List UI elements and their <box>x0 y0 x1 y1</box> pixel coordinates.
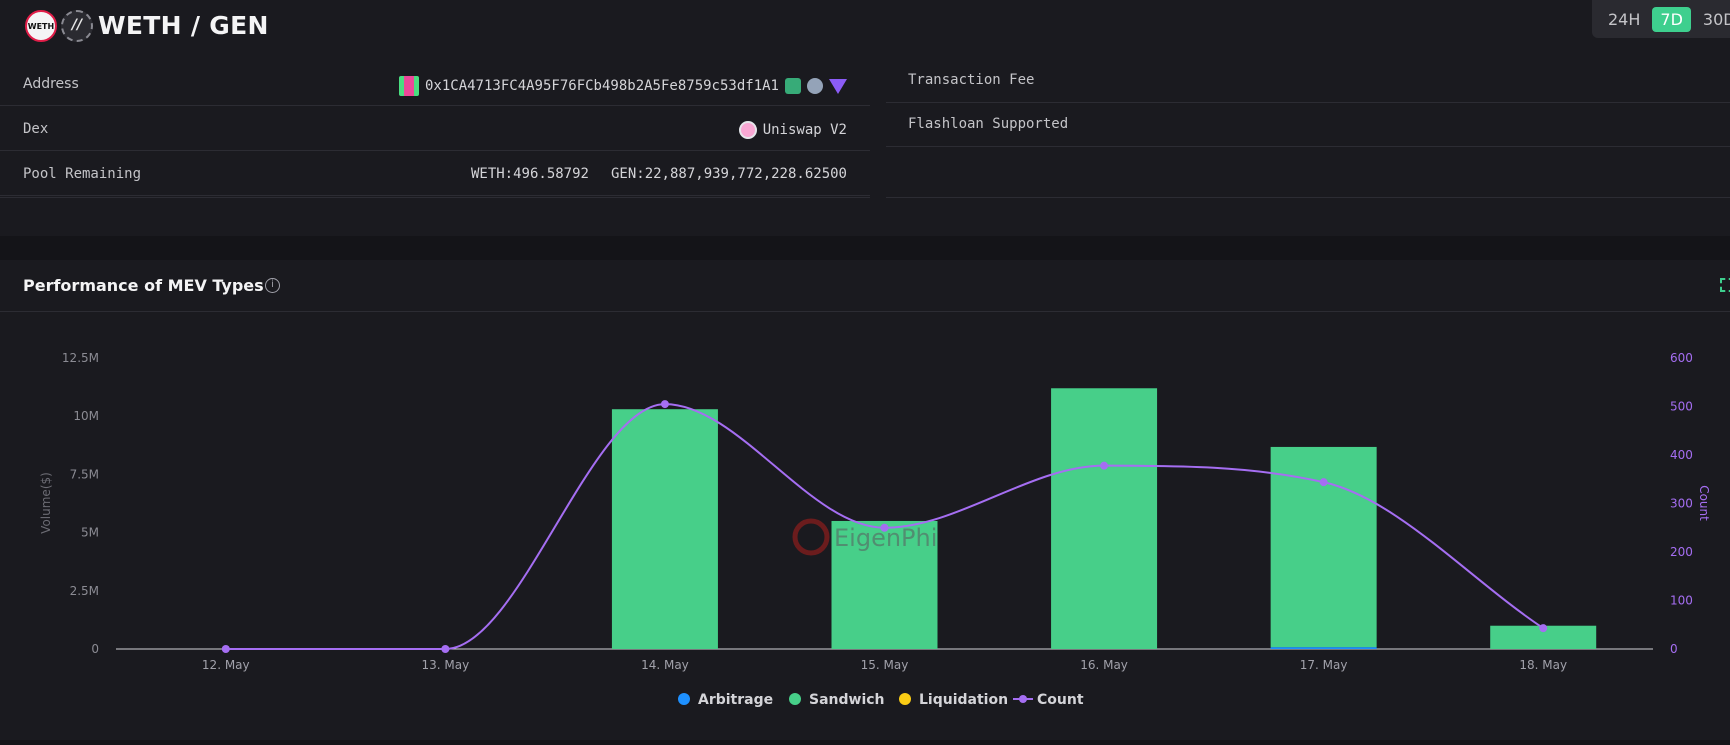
arbitrage-bar[interactable] <box>1270 647 1377 649</box>
info-icon[interactable]: i <box>265 278 280 293</box>
right-divider <box>886 197 1730 198</box>
x-tick-label: 12. May <box>202 658 250 672</box>
y-tick-label: 0 <box>91 642 99 656</box>
legend-sandwich-label[interactable]: Sandwich <box>809 692 885 708</box>
y-tick-label: 12.5M <box>62 351 99 365</box>
x-tick-label: 18. May <box>1519 658 1567 672</box>
range-24h-button[interactable]: 24H <box>1608 9 1641 29</box>
count-point[interactable] <box>880 523 889 532</box>
legend-arbitrage-marker[interactable] <box>678 693 690 705</box>
range-30d-button[interactable]: 30D <box>1702 9 1730 29</box>
x-tick-label: 17. May <box>1300 658 1348 672</box>
pool-header: WETH // WETH / GEN 24H 7D 30D <box>0 0 1730 54</box>
count-point[interactable] <box>660 400 669 409</box>
y2-tick-label: 400 <box>1670 448 1693 462</box>
card-header: Performance of MEV Types i <box>0 260 1730 312</box>
y-tick-label: 7.5M <box>70 467 99 481</box>
explorer-icon[interactable] <box>807 78 823 94</box>
x-tick-label: 16. May <box>1080 658 1128 672</box>
swap-link-icon[interactable] <box>829 78 847 94</box>
count-point[interactable] <box>441 645 450 653</box>
mev-performance-card: Performance of MEV Types i <box>0 260 1730 745</box>
y2-axis-label: Count <box>1697 485 1711 521</box>
flashloan-row: Flashloan Supported <box>886 103 1730 147</box>
y-tick-label: 2.5M <box>70 584 99 598</box>
legend-arbitrage-label[interactable]: Arbitrage <box>698 692 773 708</box>
time-range-selector: 24H 7D 30D <box>1592 0 1730 38</box>
legend-liquidation-label[interactable]: Liquidation <box>919 692 1008 708</box>
count-point[interactable] <box>221 645 230 653</box>
sandwich-bar[interactable] <box>1490 625 1597 649</box>
count-point[interactable] <box>1319 478 1328 487</box>
address-value[interactable]: 0x1CA4713FC4A95F76FCb498b2A5Fe8759c53df1… <box>424 78 779 94</box>
dex-row: Dex Uniswap V2 <box>0 106 870 151</box>
address-row: Address 0x1CA4713FC4A95F76FCb498b2A5Fe87… <box>0 61 870 106</box>
pool-info-right: Transaction Fee - Flashloan Supported <box>886 59 1730 147</box>
y2-tick-label: 600 <box>1670 351 1693 365</box>
flashloan-label: Flashloan Supported <box>908 116 1069 132</box>
legend-liquidation-marker[interactable] <box>899 693 911 705</box>
legend-count-label[interactable]: Count <box>1037 692 1084 708</box>
legend-sandwich-marker[interactable] <box>789 693 801 705</box>
sandwich-bar[interactable] <box>831 520 938 649</box>
fee-row: Transaction Fee - <box>886 59 1730 103</box>
copy-icon[interactable] <box>785 78 801 94</box>
section-gap <box>0 236 1730 260</box>
x-tick-label: 14. May <box>641 658 689 672</box>
pool-remaining-label: Pool Remaining <box>23 166 142 182</box>
expand-icon[interactable] <box>1720 278 1730 292</box>
x-tick-label: 15. May <box>861 658 909 672</box>
pool-remaining-row: Pool Remaining WETH:496.58792 GEN:22,887… <box>0 151 870 196</box>
sandwich-bar[interactable] <box>611 409 718 649</box>
address-avatar <box>398 76 419 96</box>
weth-token-icon: WETH <box>25 10 57 42</box>
y-axis-label: Volume($) <box>39 472 53 534</box>
pool-gen-value: GEN:22,887,939,772,228.62500 <box>610 166 847 182</box>
gen-token-icon: // <box>61 10 93 42</box>
y2-tick-label: 300 <box>1670 497 1693 511</box>
uniswap-icon <box>738 121 757 139</box>
fee-label: Transaction Fee <box>908 72 1035 88</box>
y-tick-label: 10M <box>73 409 99 423</box>
sandwich-bar[interactable] <box>1051 388 1158 649</box>
dex-label: Dex <box>23 121 49 137</box>
y2-tick-label: 100 <box>1670 594 1693 608</box>
sandwich-bar[interactable] <box>1270 446 1377 648</box>
pool-weth-value: WETH:496.58792 <box>470 166 589 182</box>
dex-value: Uniswap V2 <box>762 122 847 138</box>
pool-info-left: Address 0x1CA4713FC4A95F76FCb498b2A5Fe87… <box>0 61 870 196</box>
address-label: Address <box>23 76 79 92</box>
footer-band <box>0 740 1730 745</box>
x-tick-label: 13. May <box>421 658 469 672</box>
card-title: Performance of MEV Types <box>23 276 264 295</box>
count-point[interactable] <box>1539 624 1548 633</box>
left-divider <box>0 197 870 198</box>
watermark-logo <box>792 518 830 556</box>
y-tick-label: 5M <box>81 526 99 540</box>
count-point[interactable] <box>1100 461 1109 470</box>
y2-tick-label: 200 <box>1670 545 1693 559</box>
pair-title: WETH / GEN <box>98 11 269 40</box>
legend-count-marker[interactable] <box>1019 695 1027 703</box>
y2-tick-label: 500 <box>1670 400 1693 414</box>
range-7d-button[interactable]: 7D <box>1652 6 1691 32</box>
y2-tick-label: 0 <box>1670 642 1678 656</box>
